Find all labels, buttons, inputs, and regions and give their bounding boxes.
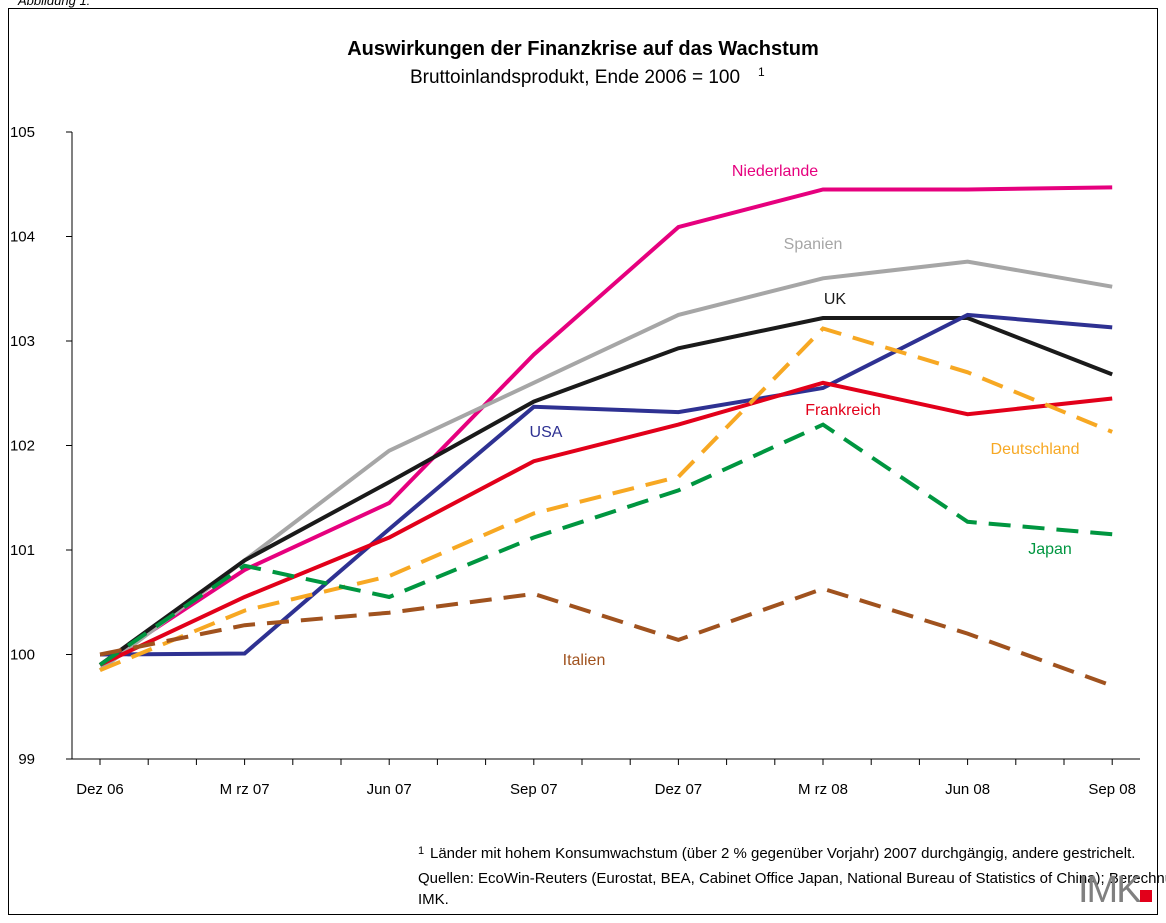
series-label: Deutschland <box>991 441 1080 458</box>
series-line <box>99 312 1113 657</box>
chart-title: Auswirkungen der Finanzkrise auf das Wac… <box>347 38 819 60</box>
subtitle-note: 1 <box>758 65 765 79</box>
series-line <box>99 380 1113 667</box>
x-tick-label: Sep 07 <box>510 781 558 798</box>
footnote-marker: 1 <box>418 845 424 857</box>
series-line <box>99 326 1113 673</box>
series-label: Frankreich <box>805 402 881 419</box>
x-tick-label: Sep 08 <box>1088 781 1136 798</box>
y-tick-label: 99 <box>18 751 35 768</box>
series-line <box>98 259 1113 672</box>
x-tick-label: Dez 07 <box>655 781 703 798</box>
frame <box>8 8 1158 915</box>
y-tick-label: 104 <box>10 229 35 246</box>
y-tick-label: 100 <box>10 647 35 664</box>
x-tick-label: M rz 07 <box>220 781 270 798</box>
series-line <box>98 316 1113 667</box>
series-line <box>98 185 1113 667</box>
y-tick-label: 103 <box>10 333 35 350</box>
series-label: UK <box>824 291 847 308</box>
chart-subtitle: Bruttoinlandsprodukt, Ende 2006 = 100 <box>410 67 740 88</box>
y-tick-label: 102 <box>10 438 35 455</box>
series-line <box>99 586 1113 688</box>
series-label: Italien <box>563 652 606 669</box>
series-label: Niederlande <box>732 163 818 180</box>
series-line <box>98 422 1113 667</box>
source: IMK. <box>418 891 449 908</box>
x-tick-label: M rz 08 <box>798 781 848 798</box>
x-tick-label: Jun 07 <box>367 781 412 798</box>
series-label: Japan <box>1028 541 1072 558</box>
logo: IMK <box>1078 869 1141 911</box>
logo-mark <box>1140 890 1152 902</box>
footnote: Länder mit hohem Konsumwachstum (über 2 … <box>430 845 1135 862</box>
series-label: Spanien <box>784 236 843 253</box>
source: Quellen: EcoWin-Reuters (Eurostat, BEA, … <box>418 870 1166 887</box>
y-tick-label: 101 <box>10 542 35 559</box>
figure-label: Abbildung 1: <box>17 0 91 8</box>
y-tick-label: 105 <box>10 124 35 141</box>
series-label: USA <box>530 424 563 441</box>
x-tick-label: Dez 06 <box>76 781 124 798</box>
x-tick-label: Jun 08 <box>945 781 990 798</box>
